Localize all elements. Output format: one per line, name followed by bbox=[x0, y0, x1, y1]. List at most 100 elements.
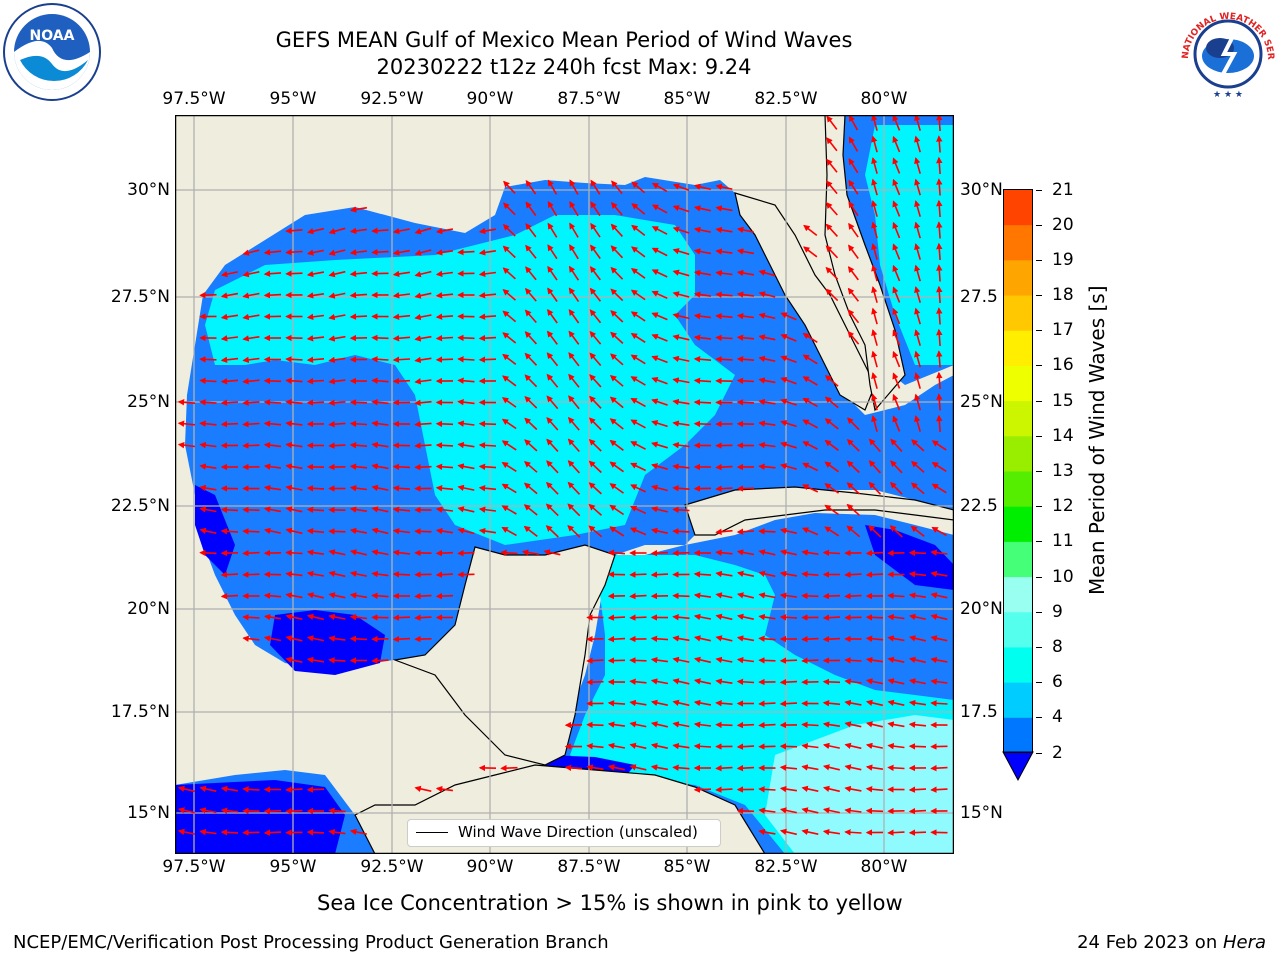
wind-wave-arrow bbox=[802, 441, 818, 450]
colorbar-tick-label: 2 bbox=[1052, 742, 1063, 763]
wind-wave-arrow bbox=[865, 678, 883, 685]
wind-wave-arrow bbox=[199, 291, 217, 299]
colorbar-tick-label: 10 bbox=[1052, 566, 1074, 587]
wind-wave-arrow bbox=[392, 614, 411, 621]
wind-wave-arrow bbox=[392, 356, 411, 363]
colorbar-tick bbox=[1036, 576, 1042, 578]
wind-wave-arrow bbox=[306, 656, 325, 664]
wind-wave-arrow bbox=[758, 613, 776, 621]
wind-wave-arrow bbox=[844, 592, 862, 600]
wind-wave-arrow bbox=[693, 356, 712, 363]
wind-wave-arrow bbox=[285, 248, 303, 256]
wind-wave-arrow bbox=[569, 179, 579, 195]
wind-wave-arrow bbox=[349, 527, 368, 535]
wind-wave-arrow bbox=[306, 829, 325, 836]
colorbar-band bbox=[1003, 646, 1033, 683]
wind-wave-arrow bbox=[220, 506, 239, 514]
wind-wave-arrow bbox=[501, 526, 517, 537]
wind-wave-arrow bbox=[371, 399, 389, 406]
wind-wave-arrow bbox=[220, 399, 239, 406]
wind-wave-arrow bbox=[242, 549, 260, 557]
wind-wave-arrow bbox=[715, 656, 733, 664]
colorbar-tick bbox=[1036, 224, 1042, 226]
wind-wave-arrow bbox=[328, 807, 346, 814]
wind-wave-arrow bbox=[220, 571, 239, 578]
wind-wave-arrow bbox=[588, 503, 603, 516]
wind-wave-arrow bbox=[285, 786, 303, 793]
wind-wave-arrow bbox=[802, 462, 819, 472]
wind-wave-arrow bbox=[349, 635, 368, 643]
wind-wave-arrow bbox=[672, 528, 690, 535]
light-period-region bbox=[865, 125, 954, 365]
wind-wave-arrow bbox=[887, 678, 905, 685]
wind-wave-arrow bbox=[631, 203, 646, 215]
wind-wave-arrow bbox=[220, 829, 239, 836]
wind-wave-arrow bbox=[936, 371, 943, 390]
colorbar-band bbox=[1003, 365, 1033, 402]
wind-wave-arrow bbox=[586, 721, 604, 729]
wind-wave-arrow bbox=[414, 463, 432, 471]
wind-wave-arrow bbox=[651, 269, 668, 278]
wind-wave-arrow bbox=[822, 592, 841, 600]
wind-wave-arrow bbox=[865, 764, 884, 771]
wind-wave-arrow bbox=[607, 700, 626, 707]
wind-wave-arrow bbox=[414, 399, 432, 406]
wind-wave-arrow bbox=[715, 205, 733, 212]
wind-wave-arrow bbox=[349, 592, 368, 599]
wind-wave-arrow bbox=[715, 764, 733, 772]
wind-wave-arrow bbox=[890, 438, 903, 452]
wind-wave-arrow bbox=[630, 268, 646, 279]
wind-wave-arrow bbox=[263, 249, 282, 256]
wind-wave-arrow bbox=[586, 678, 604, 686]
wind-wave-arrow bbox=[177, 785, 195, 793]
wind-wave-arrow bbox=[802, 397, 818, 408]
wind-wave-arrow bbox=[586, 743, 604, 750]
wind-wave-arrow bbox=[802, 354, 818, 365]
lon-label-top: 82.5°W bbox=[754, 89, 818, 109]
chart-subtitle: 20230222 t12z 240h fcst Max: 9.24 bbox=[376, 55, 752, 79]
wind-wave-arrow bbox=[328, 227, 346, 235]
wind-wave-arrow bbox=[569, 222, 579, 238]
wind-wave-arrow bbox=[590, 201, 601, 217]
wind-wave-arrow bbox=[435, 506, 454, 513]
wind-wave-arrow bbox=[199, 484, 217, 492]
wind-wave-arrow bbox=[715, 463, 733, 471]
wind-wave-arrow bbox=[914, 350, 921, 368]
wind-wave-arrow bbox=[758, 312, 776, 320]
wind-wave-arrow bbox=[848, 115, 859, 131]
wind-wave-arrow bbox=[871, 221, 878, 239]
wind-wave-arrow bbox=[457, 377, 475, 384]
wind-wave-arrow bbox=[285, 377, 303, 384]
wind-wave-arrow bbox=[630, 419, 646, 429]
wind-wave-arrow bbox=[220, 270, 238, 278]
wind-wave-arrow bbox=[844, 764, 862, 771]
wind-wave-arrow bbox=[285, 356, 303, 363]
wind-wave-arrow bbox=[523, 482, 538, 495]
lat-label-left: 30°N bbox=[127, 180, 170, 200]
wind-wave-arrow bbox=[629, 678, 647, 685]
wind-wave-arrow bbox=[824, 396, 839, 409]
wind-wave-arrow bbox=[349, 549, 367, 556]
wind-wave-arrow bbox=[501, 440, 517, 451]
wind-wave-arrow bbox=[672, 269, 690, 277]
wind-wave-arrow bbox=[568, 330, 580, 345]
wind-wave-arrow bbox=[871, 393, 878, 411]
wind-wave-arrow bbox=[908, 549, 927, 557]
wind-wave-arrow bbox=[650, 764, 669, 771]
wind-wave-arrow bbox=[525, 201, 537, 216]
wind-wave-arrow bbox=[672, 463, 690, 470]
wind-wave-arrow bbox=[847, 417, 860, 431]
wind-wave-arrow bbox=[525, 223, 537, 238]
wind-wave-arrow bbox=[589, 266, 601, 281]
wind-wave-arrow bbox=[631, 181, 646, 194]
wind-wave-arrow bbox=[848, 136, 859, 152]
wind-wave-arrow bbox=[242, 335, 260, 342]
wind-wave-arrow bbox=[871, 350, 878, 368]
wind-wave-arrow bbox=[285, 270, 303, 277]
wind-wave-arrow bbox=[285, 227, 303, 234]
wind-wave-arrow bbox=[457, 420, 475, 427]
wind-wave-arrow bbox=[435, 485, 454, 492]
wind-wave-arrow bbox=[546, 417, 559, 431]
wind-wave-arrow bbox=[523, 504, 538, 516]
wind-wave-arrow bbox=[589, 330, 602, 345]
